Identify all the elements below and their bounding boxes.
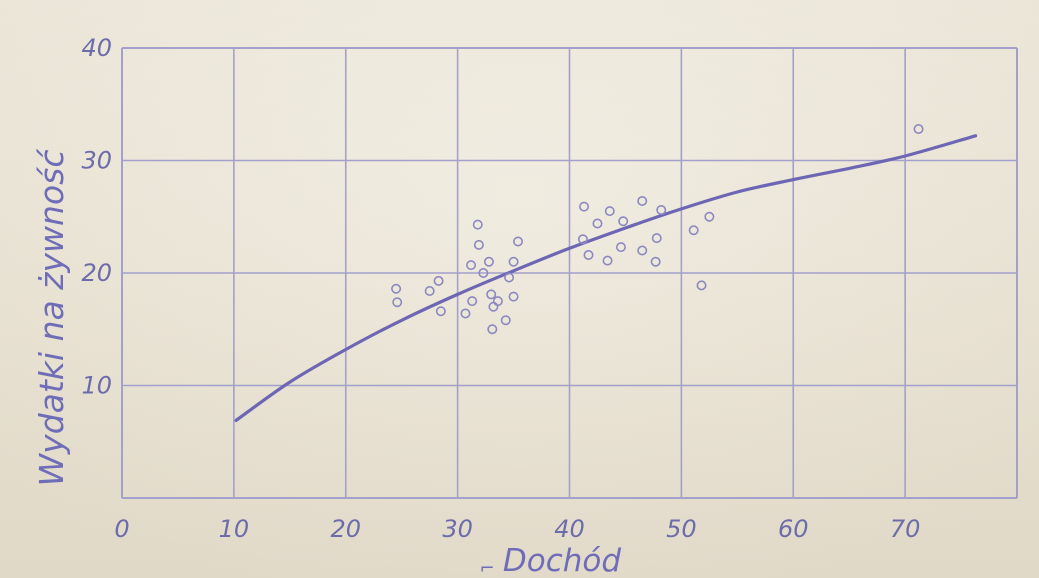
x-axis-mark: ⌐ (479, 558, 494, 578)
data-point (473, 239, 484, 250)
data-point (508, 291, 519, 302)
data-point (615, 242, 626, 253)
y-tick-label: 20 (81, 259, 112, 287)
x-tick-label: 0 (114, 515, 129, 543)
data-point (391, 283, 402, 294)
data-point (592, 218, 603, 229)
data-point (651, 233, 662, 244)
data-point (913, 124, 924, 135)
data-point (424, 285, 435, 296)
data-point (513, 236, 524, 247)
data-point (637, 196, 648, 207)
fitted-curve-group (234, 134, 978, 422)
fitted-curve (234, 134, 978, 422)
x-axis-label: Dochód (503, 543, 621, 578)
data-point (688, 225, 699, 236)
data-points (391, 124, 924, 335)
data-point (602, 255, 613, 266)
x-tick-label: 40 (554, 515, 585, 543)
data-point (656, 205, 667, 216)
x-tick-label: 60 (778, 515, 809, 543)
data-point (500, 315, 511, 326)
data-point (637, 245, 648, 256)
data-point (478, 267, 489, 278)
data-point (460, 308, 471, 319)
grid (121, 47, 1018, 499)
x-tick-label: 70 (890, 515, 921, 543)
y-tick-label: 30 (81, 147, 112, 175)
y-axis-label: Wydatki na żywność (32, 148, 71, 487)
data-point (696, 280, 707, 291)
data-point (466, 260, 477, 271)
data-point (433, 275, 444, 286)
y-tick-label: 10 (81, 372, 112, 400)
data-point (486, 289, 497, 300)
data-point (650, 256, 661, 267)
data-point (583, 250, 594, 261)
x-tick-label: 50 (666, 515, 697, 543)
data-point (435, 306, 446, 317)
data-point (604, 206, 615, 217)
data-point (472, 219, 483, 230)
data-point (492, 296, 503, 307)
x-tick-label: 20 (330, 515, 361, 543)
x-tick-label: 30 (442, 515, 473, 543)
tick-labels: 0 10 20 30 40 50 60 70 10 20 30 40 (81, 34, 920, 543)
x-tick-label: 10 (219, 515, 250, 543)
data-point (508, 256, 519, 267)
data-point (487, 324, 498, 335)
data-point (467, 296, 478, 307)
data-point (577, 234, 588, 245)
data-point (483, 256, 494, 267)
data-point (618, 216, 629, 227)
data-point (504, 272, 515, 283)
data-point (579, 201, 590, 212)
data-point (392, 297, 403, 308)
y-tick-label: 40 (81, 34, 112, 62)
data-point (704, 211, 715, 222)
